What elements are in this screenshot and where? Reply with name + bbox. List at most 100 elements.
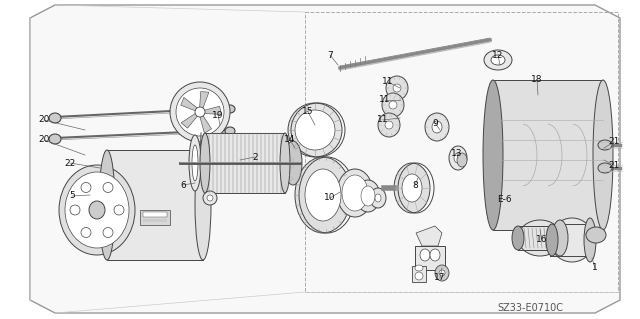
Ellipse shape xyxy=(114,205,124,215)
Ellipse shape xyxy=(81,227,91,238)
Ellipse shape xyxy=(586,227,606,243)
Text: 21: 21 xyxy=(608,160,620,169)
Ellipse shape xyxy=(552,220,568,256)
Polygon shape xyxy=(204,106,221,115)
Ellipse shape xyxy=(402,174,422,202)
Text: E-6: E-6 xyxy=(497,196,511,204)
Text: 15: 15 xyxy=(302,108,314,116)
Ellipse shape xyxy=(394,163,430,213)
Text: 5: 5 xyxy=(69,191,75,201)
Ellipse shape xyxy=(280,133,290,193)
Bar xyxy=(305,12,618,292)
Ellipse shape xyxy=(342,175,368,211)
Ellipse shape xyxy=(491,55,505,65)
Text: 13: 13 xyxy=(451,149,463,158)
Ellipse shape xyxy=(183,199,189,205)
Text: 17: 17 xyxy=(435,273,445,283)
Ellipse shape xyxy=(449,146,467,170)
Text: 2: 2 xyxy=(252,152,258,161)
Ellipse shape xyxy=(81,182,91,192)
Ellipse shape xyxy=(550,218,594,262)
Bar xyxy=(143,212,167,217)
Polygon shape xyxy=(181,113,198,128)
Ellipse shape xyxy=(385,121,393,129)
Ellipse shape xyxy=(305,169,341,221)
Polygon shape xyxy=(30,5,620,313)
Ellipse shape xyxy=(59,165,135,255)
Ellipse shape xyxy=(483,80,503,230)
Ellipse shape xyxy=(546,224,558,256)
Polygon shape xyxy=(200,92,209,109)
Ellipse shape xyxy=(225,105,235,113)
Ellipse shape xyxy=(225,127,235,135)
Ellipse shape xyxy=(382,93,404,117)
Ellipse shape xyxy=(170,82,230,142)
Ellipse shape xyxy=(284,141,302,185)
Ellipse shape xyxy=(203,191,217,205)
Ellipse shape xyxy=(512,226,524,250)
Ellipse shape xyxy=(584,218,596,262)
Ellipse shape xyxy=(89,201,105,219)
Text: 7: 7 xyxy=(327,50,333,60)
Text: 22: 22 xyxy=(65,159,76,167)
Polygon shape xyxy=(200,115,211,133)
Text: 1: 1 xyxy=(592,263,598,272)
Ellipse shape xyxy=(200,133,210,193)
Text: 9: 9 xyxy=(432,118,438,128)
Ellipse shape xyxy=(189,135,201,191)
Text: 14: 14 xyxy=(284,136,296,145)
Text: 16: 16 xyxy=(536,235,548,244)
Ellipse shape xyxy=(389,101,397,109)
Ellipse shape xyxy=(598,163,612,173)
Ellipse shape xyxy=(295,157,351,233)
Bar xyxy=(493,80,603,230)
Ellipse shape xyxy=(337,169,373,217)
Bar xyxy=(107,150,203,260)
Polygon shape xyxy=(180,97,198,111)
Bar xyxy=(415,246,445,270)
Bar xyxy=(205,133,285,193)
Ellipse shape xyxy=(195,150,211,260)
Ellipse shape xyxy=(176,88,224,136)
Text: 20: 20 xyxy=(38,115,50,124)
Ellipse shape xyxy=(457,153,467,167)
Ellipse shape xyxy=(386,76,408,100)
Ellipse shape xyxy=(207,195,213,201)
Ellipse shape xyxy=(415,265,423,271)
Ellipse shape xyxy=(593,80,613,230)
Ellipse shape xyxy=(192,145,198,181)
Text: 12: 12 xyxy=(492,50,504,60)
Ellipse shape xyxy=(49,113,61,123)
Text: 19: 19 xyxy=(212,110,224,120)
Ellipse shape xyxy=(179,176,187,184)
Text: 21: 21 xyxy=(608,137,620,146)
Ellipse shape xyxy=(103,227,113,238)
Text: 11: 11 xyxy=(377,115,388,124)
Ellipse shape xyxy=(454,153,462,163)
Bar xyxy=(143,219,167,222)
Text: 8: 8 xyxy=(412,181,418,189)
Ellipse shape xyxy=(370,188,386,208)
Ellipse shape xyxy=(518,220,562,256)
Ellipse shape xyxy=(295,110,335,150)
Ellipse shape xyxy=(484,50,512,70)
Ellipse shape xyxy=(439,270,445,276)
Ellipse shape xyxy=(425,113,449,141)
Ellipse shape xyxy=(49,134,61,144)
Text: 6: 6 xyxy=(180,181,186,189)
Ellipse shape xyxy=(70,205,80,215)
Bar xyxy=(412,266,426,282)
Text: 18: 18 xyxy=(531,76,543,85)
Ellipse shape xyxy=(65,172,129,248)
Ellipse shape xyxy=(361,186,375,206)
Ellipse shape xyxy=(415,272,423,280)
Text: SZ33-E0710C: SZ33-E0710C xyxy=(497,303,563,313)
Ellipse shape xyxy=(598,140,612,150)
Ellipse shape xyxy=(197,152,203,160)
Ellipse shape xyxy=(288,103,342,157)
Text: 20: 20 xyxy=(38,136,50,145)
Ellipse shape xyxy=(420,249,430,261)
Polygon shape xyxy=(416,226,442,246)
Ellipse shape xyxy=(435,265,449,281)
Ellipse shape xyxy=(393,84,401,92)
